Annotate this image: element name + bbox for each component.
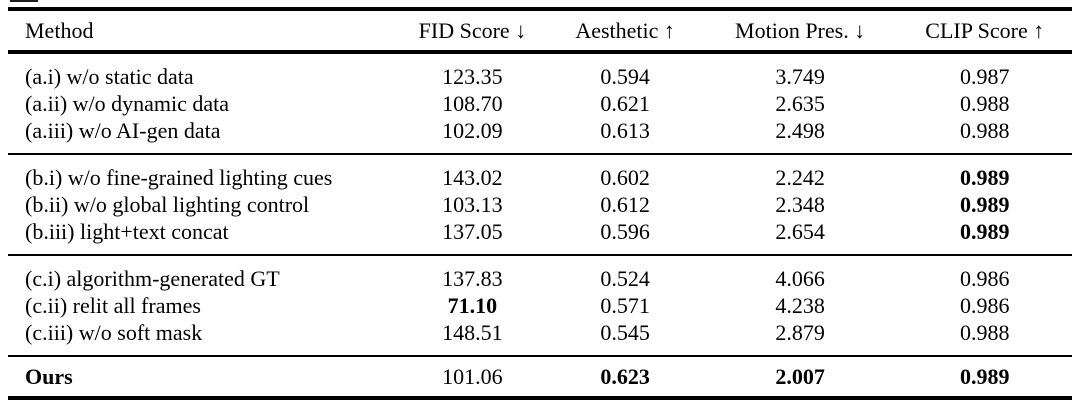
motion-value: 2.879 [775,320,825,345]
fid-value: 137.05 [442,219,503,244]
group-c-ground-truth-masking: (c.i) algorithm-generated GT 137.83 0.52… [8,255,1072,356]
method-cell: (c.i) algorithm-generated GT [25,266,280,291]
clip-value: 0.989 [959,219,1010,244]
aesthetic-value: 0.623 [600,364,650,389]
method-cell: (a.iii) w/o AI-gen data [25,118,221,143]
fid-value: 143.02 [442,165,503,190]
clip-value: 0.988 [959,118,1010,143]
clip-value: 0.986 [959,266,1010,291]
clip-value: 0.989 [959,192,1010,217]
clip-value: 0.987 [959,64,1010,89]
table-row-ours: Ours 101.06 0.623 2.007 0.989 [8,356,1072,398]
fid-value: 137.83 [442,266,503,291]
method-cell: (b.ii) w/o global lighting control [25,192,310,217]
table-row: (b.i) w/o fine-grained lighting cues 143… [8,154,1072,191]
aesthetic-value: 0.571 [600,293,650,318]
table-row: (a.iii) w/o AI-gen data 102.09 0.613 2.4… [8,117,1072,154]
motion-value: 4.238 [775,293,825,318]
table-row: (a.i) w/o static data 123.35 0.594 3.749… [8,52,1072,90]
table-row: (c.i) algorithm-generated GT 137.83 0.52… [8,255,1072,292]
table-row: (c.ii) relit all frames 71.10 0.571 4.23… [8,292,1072,319]
table-header: Method FID Score ↓ Aesthetic ↑ Motion Pr… [8,9,1072,52]
motion-value: 2.635 [775,91,825,116]
header-cell-clip-score: CLIP Score ↑ [925,18,1045,43]
ablation-table-container: Method FID Score ↓ Aesthetic ↑ Motion Pr… [8,7,1072,400]
crop-artifact-line [10,0,38,2]
table-row: (c.iii) w/o soft mask 148.51 0.545 2.879… [8,319,1072,356]
aesthetic-value: 0.545 [600,320,650,345]
header-row: Method FID Score ↓ Aesthetic ↑ Motion Pr… [8,9,1072,52]
ours-section: Ours 101.06 0.623 2.007 0.989 [8,356,1072,398]
method-cell: (a.i) w/o static data [25,64,194,89]
method-cell: Ours [25,364,73,389]
aesthetic-value: 0.621 [600,91,650,116]
aesthetic-value: 0.596 [600,219,650,244]
table-row: (b.ii) w/o global lighting control 103.1… [8,191,1072,218]
method-cell: (a.ii) w/o dynamic data [25,91,230,116]
fid-value: 71.10 [447,293,498,318]
header-cell-method: Method [25,18,94,43]
header-cell-aesthetic: Aesthetic ↑ [575,18,675,43]
aesthetic-value: 0.602 [600,165,650,190]
fid-value: 102.09 [442,118,503,143]
fid-value: 148.51 [442,320,503,345]
motion-value: 4.066 [775,266,825,291]
ablation-results-table: Method FID Score ↓ Aesthetic ↑ Motion Pr… [8,7,1072,400]
motion-value: 3.749 [775,64,825,89]
fid-value: 103.13 [442,192,503,217]
group-b-lighting-conditioning: (b.i) w/o fine-grained lighting cues 143… [8,154,1072,255]
clip-value: 0.989 [959,364,1010,389]
header-cell-fid-score: FID Score ↓ [418,18,527,43]
table-row: (a.ii) w/o dynamic data 108.70 0.621 2.6… [8,90,1072,117]
aesthetic-value: 0.613 [600,118,650,143]
clip-value: 0.986 [959,293,1010,318]
group-a-static-dynamic-data: (a.i) w/o static data 123.35 0.594 3.749… [8,52,1072,154]
motion-value: 2.654 [775,219,825,244]
motion-value: 2.007 [775,364,825,389]
method-cell: (c.iii) w/o soft mask [25,320,203,345]
motion-value: 2.242 [775,165,825,190]
fid-value: 123.35 [442,64,503,89]
aesthetic-value: 0.594 [600,64,650,89]
fid-value: 101.06 [442,364,503,389]
aesthetic-value: 0.524 [600,266,650,291]
motion-value: 2.498 [775,118,825,143]
header-cell-motion-pres: Motion Pres. ↓ [735,18,866,43]
clip-value: 0.989 [959,165,1010,190]
method-cell: (c.ii) relit all frames [25,293,201,318]
motion-value: 2.348 [775,192,825,217]
clip-value: 0.988 [959,91,1010,116]
aesthetic-value: 0.612 [600,192,650,217]
clip-value: 0.988 [959,320,1010,345]
fid-value: 108.70 [442,91,503,116]
table-row: (b.iii) light+text concat 137.05 0.596 2… [8,218,1072,255]
method-cell: (b.i) w/o fine-grained lighting cues [25,165,333,190]
method-cell: (b.iii) light+text concat [25,219,229,244]
